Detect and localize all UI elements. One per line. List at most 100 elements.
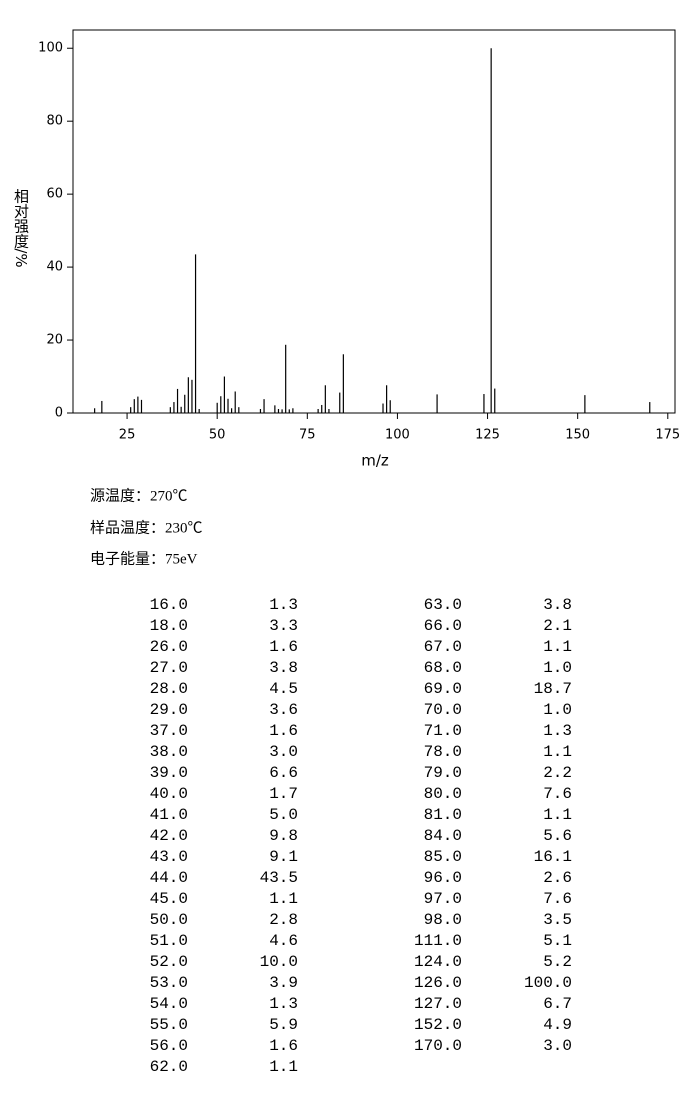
table-mz: 66.0: [424, 617, 462, 635]
table-mz: 127.0: [414, 995, 462, 1013]
x-tick-label: 75: [299, 428, 316, 443]
note: 源温度：270℃: [90, 487, 188, 504]
table-mz: 62.0: [150, 1058, 188, 1076]
table-intensity: 1.3: [543, 722, 572, 740]
table-intensity: 2.1: [543, 617, 572, 635]
table-mz: 18.0: [150, 617, 188, 635]
table-intensity: 16.1: [534, 848, 572, 866]
table-intensity: 5.9: [269, 1016, 298, 1034]
note: 电子能量：75eV: [90, 550, 198, 567]
table-intensity: 1.1: [543, 743, 572, 761]
table-mz: 69.0: [424, 680, 462, 698]
table-mz: 84.0: [424, 827, 462, 845]
y-tick-label: 60: [46, 187, 63, 202]
table-intensity: 1.1: [543, 638, 572, 656]
table-mz: 56.0: [150, 1037, 188, 1055]
table-mz: 97.0: [424, 890, 462, 908]
table-mz: 63.0: [424, 596, 462, 614]
table-mz: 54.0: [150, 995, 188, 1013]
x-tick-label: 100: [385, 428, 410, 443]
table-mz: 80.0: [424, 785, 462, 803]
table-intensity: 3.0: [269, 743, 298, 761]
table-mz: 50.0: [150, 911, 188, 929]
table-mz: 111.0: [414, 932, 462, 950]
table-mz: 16.0: [150, 596, 188, 614]
table-intensity: 1.3: [269, 596, 298, 614]
table-mz: 152.0: [414, 1016, 462, 1034]
table-intensity: 1.1: [269, 890, 298, 908]
table-intensity: 1.7: [269, 785, 298, 803]
table-intensity: 18.7: [534, 680, 572, 698]
table-mz: 37.0: [150, 722, 188, 740]
table-intensity: 1.6: [269, 1037, 298, 1055]
table-mz: 28.0: [150, 680, 188, 698]
table-intensity: 5.0: [269, 806, 298, 824]
table-mz: 26.0: [150, 638, 188, 656]
table-mz: 170.0: [414, 1037, 462, 1055]
table-intensity: 1.6: [269, 722, 298, 740]
table-mz: 52.0: [150, 953, 188, 971]
table-intensity: 100.0: [524, 974, 572, 992]
table-mz: 55.0: [150, 1016, 188, 1034]
table-intensity: 3.8: [269, 659, 298, 677]
table-mz: 68.0: [424, 659, 462, 677]
table-mz: 43.0: [150, 848, 188, 866]
table-mz: 71.0: [424, 722, 462, 740]
x-tick-label: 50: [209, 428, 226, 443]
table-mz: 85.0: [424, 848, 462, 866]
table-mz: 39.0: [150, 764, 188, 782]
table-mz: 40.0: [150, 785, 188, 803]
table-intensity: 4.6: [269, 932, 298, 950]
table-intensity: 9.8: [269, 827, 298, 845]
table-intensity: 3.8: [543, 596, 572, 614]
table-mz: 44.0: [150, 869, 188, 887]
y-tick-label: 20: [46, 333, 63, 348]
table-intensity: 6.7: [543, 995, 572, 1013]
table-mz: 42.0: [150, 827, 188, 845]
table-mz: 79.0: [424, 764, 462, 782]
table-mz: 126.0: [414, 974, 462, 992]
table-intensity: 4.5: [269, 680, 298, 698]
table-intensity: 1.3: [269, 995, 298, 1013]
table-mz: 45.0: [150, 890, 188, 908]
table-intensity: 2.6: [543, 869, 572, 887]
table-intensity: 3.5: [543, 911, 572, 929]
table-intensity: 3.0: [543, 1037, 572, 1055]
y-tick-label: 0: [55, 406, 63, 421]
y-tick-label: 100: [38, 41, 63, 56]
table-intensity: 1.6: [269, 638, 298, 656]
table-intensity: 10.0: [260, 953, 298, 971]
table-intensity: 4.9: [543, 1016, 572, 1034]
table-intensity: 9.1: [269, 848, 298, 866]
table-intensity: 1.0: [543, 701, 572, 719]
table-intensity: 3.3: [269, 617, 298, 635]
table-intensity: 5.2: [543, 953, 572, 971]
table-intensity: 2.8: [269, 911, 298, 929]
x-tick-label: 125: [475, 428, 500, 443]
table-mz: 27.0: [150, 659, 188, 677]
y-tick-label: 80: [46, 114, 63, 129]
y-axis-label: 相对强度/%: [12, 188, 30, 267]
table-mz: 41.0: [150, 806, 188, 824]
table-intensity: 1.1: [543, 806, 572, 824]
table-intensity: 7.6: [543, 785, 572, 803]
table-intensity: 1.0: [543, 659, 572, 677]
table-mz: 67.0: [424, 638, 462, 656]
table-mz: 70.0: [424, 701, 462, 719]
x-tick-label: 25: [119, 428, 136, 443]
table-mz: 98.0: [424, 911, 462, 929]
table-mz: 78.0: [424, 743, 462, 761]
table-intensity: 5.1: [543, 932, 572, 950]
table-intensity: 3.9: [269, 974, 298, 992]
note: 样品温度：230℃: [90, 519, 203, 536]
table-mz: 53.0: [150, 974, 188, 992]
table-mz: 51.0: [150, 932, 188, 950]
table-intensity: 5.6: [543, 827, 572, 845]
table-mz: 124.0: [414, 953, 462, 971]
x-tick-label: 175: [655, 428, 680, 443]
table-intensity: 6.6: [269, 764, 298, 782]
x-axis-label: m/z: [361, 452, 389, 470]
table-mz: 96.0: [424, 869, 462, 887]
table-intensity: 2.2: [543, 764, 572, 782]
